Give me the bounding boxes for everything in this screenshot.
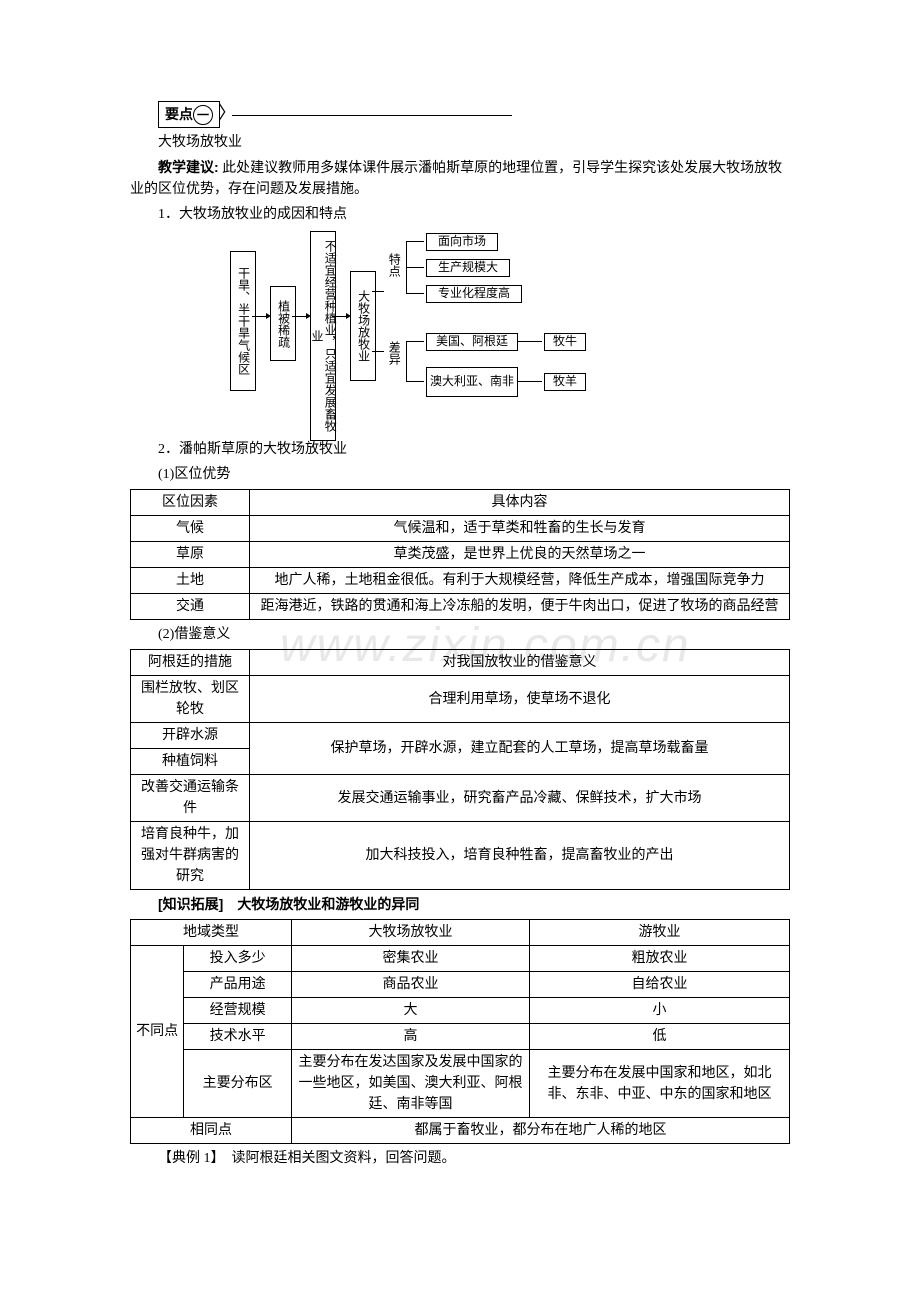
section-2-title: 2．潘帕斯草原的大牧场放牧业 <box>130 439 790 460</box>
chevron-right-icon: 〉 <box>218 103 236 123</box>
table-row: 经营规模大小 <box>131 998 790 1024</box>
flow-region-us-arg: 美国、阿根廷 <box>426 333 518 351</box>
flow-feature-scale: 生产规模大 <box>426 259 510 277</box>
teaching-tip-label: 教学建议: <box>158 159 219 175</box>
table-row: 围栏放牧、划区轮牧合理利用草场，使草场不退化 <box>131 676 790 723</box>
table-row: 培育良种牛，加强对牛群病害的研究加大科技投入，培育良种牲畜，提高畜牧业的产出 <box>131 822 790 890</box>
document-body: 要点 一 〉 大牧场放牧业 教学建议: 此处建议教师用多媒体课件展示潘帕斯草原的… <box>130 100 790 1169</box>
table-compare: 地域类型 大牧场放牧业 游牧业 不同点 投入多少密集农业粗放农业 产品用途商品农… <box>130 919 790 1144</box>
table-row: 阿根廷的措施 对我国放牧业的借鉴意义 <box>131 650 790 676</box>
expand-title: [知识拓展] 大牧场放牧业和游牧业的异同 <box>130 894 790 915</box>
row-same: 相同点 <box>131 1118 292 1144</box>
heading: 大牧场放牧业 <box>130 132 790 153</box>
table-location-factors: 区位因素 具体内容 气候气候温和，适于草类和牲畜的生长与发育 草原草类茂盛，是世… <box>130 489 790 620</box>
table-row: 改善交通运输条件发展交通运输事业，研究畜产品冷藏、保鲜技术，扩大市场 <box>131 775 790 822</box>
th-nomadic: 游牧业 <box>530 920 790 946</box>
table-row: 气候气候温和，适于草类和牲畜的生长与发育 <box>131 516 790 542</box>
table-row: 产品用途商品农业自给农业 <box>131 972 790 998</box>
flow-cattle: 牧牛 <box>544 333 586 351</box>
flow-region-aus-sa: 澳大利亚、南非 <box>426 367 518 397</box>
table-row: 草原草类茂盛，是世界上优良的天然草场之一 <box>131 542 790 568</box>
section-1-title: 1．大牧场放牧业的成因和特点 <box>130 204 790 225</box>
th-meaning: 对我国放牧业的借鉴意义 <box>250 650 790 676</box>
row-group-diff: 不同点 <box>131 946 184 1118</box>
keypoint-text: 要点 <box>165 104 193 125</box>
flow-label-differences: 差异 <box>386 341 401 365</box>
section-2-2-title: (2)借鉴意义 <box>130 624 790 645</box>
flow-node-vegetation: 植被稀疏 <box>270 286 296 361</box>
table-row: 区位因素 具体内容 <box>131 490 790 516</box>
table-row: 土地地广人稀，土地租金很低。有利于大规模经营，降低生产成本，增强国际竞争力 <box>131 568 790 594</box>
keypoint-number: 一 <box>193 105 213 125</box>
flow-node-suitable: 不适宜经营种植业，只适宜发展畜牧业 <box>310 231 336 441</box>
table-row: 相同点 都属于畜牧业，都分布在地广人稀的地区 <box>131 1118 790 1144</box>
table-row: 不同点 投入多少密集农业粗放农业 <box>131 946 790 972</box>
keypoint-header: 要点 一 〉 <box>158 100 790 128</box>
table-row: 交通距海港近，铁路的贯通和海上冷冻船的发明，便于牛肉出口，促进了牧场的商品经营 <box>131 594 790 620</box>
flow-label-features: 特点 <box>386 253 401 277</box>
table-reference: 阿根廷的措施 对我国放牧业的借鉴意义 围栏放牧、划区轮牧合理利用草场，使草场不退… <box>130 649 790 890</box>
th-ranching: 大牧场放牧业 <box>291 920 529 946</box>
flow-feature-market: 面向市场 <box>426 233 498 251</box>
flow-node-ranching: 大牧场放牧业 <box>350 271 376 381</box>
table-row: 地域类型 大牧场放牧业 游牧业 <box>131 920 790 946</box>
flowchart: 干旱、半干旱气候区 植被稀疏 不适宜经营种植业，只适宜发展畜牧业 大牧场放牧业 … <box>230 231 690 431</box>
example-1: 【典例 1】 读阿根廷相关图文资料，回答问题。 <box>130 1148 790 1169</box>
th-factor: 区位因素 <box>131 490 250 516</box>
flow-node-climate: 干旱、半干旱气候区 <box>230 251 256 391</box>
th-type: 地域类型 <box>131 920 292 946</box>
th-measures: 阿根廷的措施 <box>131 650 250 676</box>
table-row: 主要分布区主要分布在发达国家及发展中国家的一些地区，如美国、澳大利亚、阿根廷、南… <box>131 1050 790 1118</box>
section-2-1-title: (1)区位优势 <box>130 464 790 485</box>
flow-feature-specialization: 专业化程度高 <box>426 285 522 303</box>
teaching-tip: 教学建议: 此处建议教师用多媒体课件展示潘帕斯草原的地理位置，引导学生探究该处发… <box>130 157 790 200</box>
table-row: 开辟水源保护草场，开辟水源，建立配套的人工草场，提高草场载畜量 <box>131 723 790 749</box>
flow-sheep: 牧羊 <box>544 373 586 391</box>
th-content: 具体内容 <box>250 490 790 516</box>
table-row: 技术水平高低 <box>131 1024 790 1050</box>
teaching-tip-text: 此处建议教师用多媒体课件展示潘帕斯草原的地理位置，引导学生探究该处发展大牧场放牧… <box>130 161 782 197</box>
